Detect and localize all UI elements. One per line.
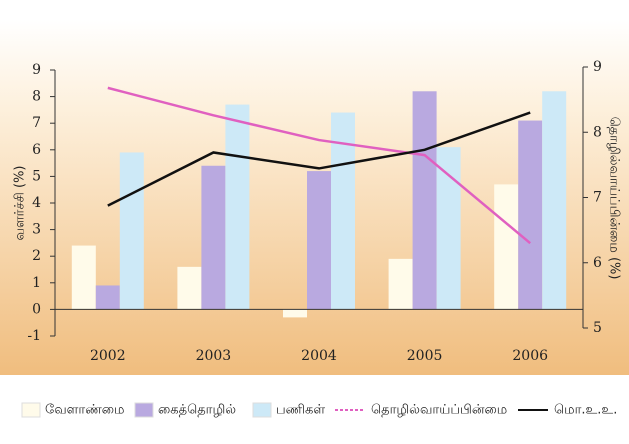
bar [71,245,96,310]
legend-swatch [252,402,272,418]
line [107,111,531,207]
legend-label: பணிகள் [276,403,325,418]
y2-axis-label: தொழில்வாய்ப்பின்மை (%) [607,117,622,280]
y-tick-label: 0 [32,301,41,317]
y-axis-label: வளர்ச்சி (%) [13,166,28,241]
y-tick-label: 4 [32,195,41,211]
x-tick-label: 2002 [90,348,126,364]
y-tick-label: 7 [32,115,41,131]
legend-label: மொ.உ.உ. [554,403,617,418]
x-tick-label: 2005 [407,348,443,364]
bar [307,171,331,310]
x-tick-label: 2006 [512,348,548,364]
bar [412,91,437,310]
line [107,86,532,245]
bar [283,309,307,318]
y2-tick-label: 7 [593,190,602,206]
y-tick-label: 8 [32,89,41,105]
y-tick-label: 3 [32,222,41,238]
bar [518,120,543,310]
legend-label: கைத்தொழில் [158,403,236,418]
bar [201,165,226,310]
y-tick-label: 9 [32,62,41,78]
bar [119,152,144,310]
y-tick-label: 2 [32,248,41,264]
bar [494,184,519,310]
legend-label: தொழில்வாய்ப்பின்மை [371,403,507,418]
y2-tick-label: 9 [593,59,602,75]
y-tick-label: 1 [32,275,41,291]
y2-tick-label: 6 [593,255,602,271]
y-tick-label: 5 [32,168,41,184]
y-tick-label: -1 [27,328,41,344]
bar [177,266,202,310]
y2-tick-label: 5 [593,320,602,336]
bar [388,258,413,310]
bar [95,285,120,310]
bar [225,104,250,310]
legend-label: வேளாண்மை [45,403,125,418]
bar [436,147,461,310]
bar [542,91,567,310]
legend-swatch [134,402,154,418]
x-tick-label: 2004 [301,348,337,364]
y2-tick-label: 8 [593,124,602,140]
legend-swatch [21,402,41,418]
x-tick-label: 2003 [196,348,232,364]
y-tick-label: 6 [32,142,41,158]
